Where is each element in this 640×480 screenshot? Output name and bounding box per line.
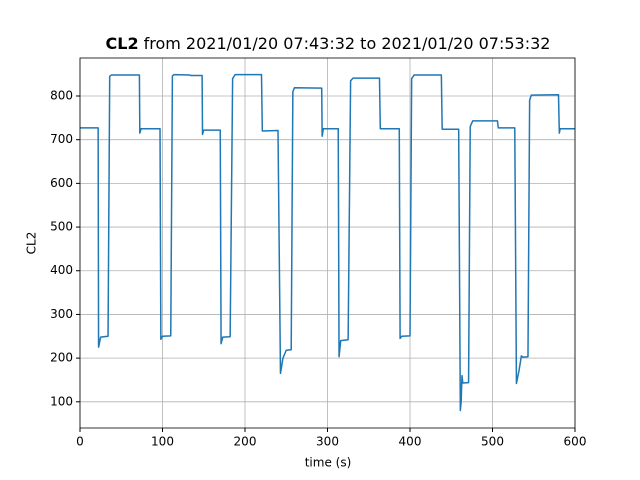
data-line	[80, 73, 575, 412]
y-tick-label: 300	[50, 307, 73, 321]
y-tick-label: 500	[50, 220, 73, 234]
y-tick-label: 700	[50, 132, 73, 146]
y-tick-label: 800	[50, 89, 73, 103]
y-tick-label: 600	[50, 176, 73, 190]
x-tick-label: 100	[151, 435, 174, 449]
x-tick-label: 0	[76, 435, 84, 449]
title-bold: CL2	[106, 34, 139, 53]
x-axis-label: time (s)	[305, 456, 352, 470]
chart-title: CL2 from 2021/01/20 07:43:32 to 2021/01/2…	[106, 34, 551, 53]
x-tick-label: 200	[234, 435, 257, 449]
y-tick-label: 100	[50, 394, 73, 408]
plot-frame	[79, 57, 576, 429]
y-axis-label: CL2	[25, 232, 39, 255]
x-tick-label: 500	[481, 435, 504, 449]
x-tick-label: 400	[399, 435, 422, 449]
x-tick-label: 600	[564, 435, 587, 449]
y-tick-label: 400	[50, 263, 73, 277]
y-tick-label: 200	[50, 351, 73, 365]
x-tick-label: 300	[316, 435, 339, 449]
title-rest: from 2021/01/20 07:43:32 to 2021/01/20 0…	[144, 34, 551, 53]
